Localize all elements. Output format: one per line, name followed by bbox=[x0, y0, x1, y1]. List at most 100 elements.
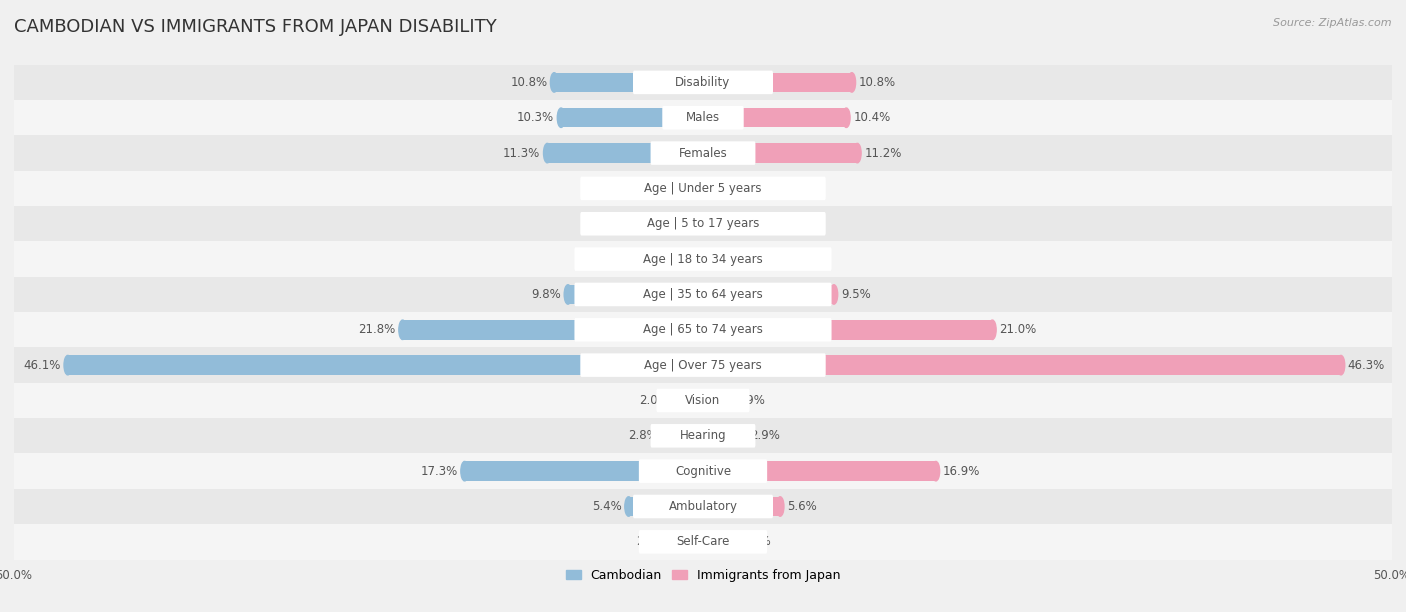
FancyBboxPatch shape bbox=[575, 283, 831, 306]
Bar bbox=[568, 285, 703, 304]
Text: Males: Males bbox=[686, 111, 720, 124]
Circle shape bbox=[848, 73, 856, 92]
Circle shape bbox=[842, 108, 851, 127]
Circle shape bbox=[626, 214, 634, 234]
Bar bbox=[703, 73, 852, 92]
Bar bbox=[703, 356, 1341, 375]
Text: Hearing: Hearing bbox=[679, 429, 727, 442]
Text: Age | 35 to 64 years: Age | 35 to 64 years bbox=[643, 288, 763, 301]
Text: 17.3%: 17.3% bbox=[420, 465, 458, 477]
Text: 5.4%: 5.4% bbox=[592, 500, 621, 513]
Circle shape bbox=[853, 143, 860, 163]
Circle shape bbox=[740, 426, 747, 446]
FancyBboxPatch shape bbox=[575, 247, 831, 271]
Bar bbox=[703, 320, 993, 340]
Circle shape bbox=[1337, 356, 1344, 375]
FancyBboxPatch shape bbox=[651, 141, 755, 165]
Bar bbox=[672, 532, 703, 551]
Text: 10.4%: 10.4% bbox=[853, 111, 890, 124]
Text: 10.8%: 10.8% bbox=[859, 76, 896, 89]
FancyBboxPatch shape bbox=[638, 460, 768, 483]
Text: 11.3%: 11.3% bbox=[503, 147, 540, 160]
Bar bbox=[703, 426, 742, 446]
Bar bbox=[675, 390, 703, 410]
Text: 2.8%: 2.8% bbox=[628, 429, 658, 442]
FancyBboxPatch shape bbox=[662, 106, 744, 130]
Text: Vision: Vision bbox=[685, 394, 721, 407]
Text: Age | 5 to 17 years: Age | 5 to 17 years bbox=[647, 217, 759, 230]
Bar bbox=[547, 143, 703, 163]
Text: 46.3%: 46.3% bbox=[1348, 359, 1385, 371]
Bar bbox=[561, 108, 703, 127]
Circle shape bbox=[776, 497, 785, 516]
Circle shape bbox=[714, 179, 721, 198]
Text: Age | 65 to 74 years: Age | 65 to 74 years bbox=[643, 323, 763, 336]
Text: 2.0%: 2.0% bbox=[638, 394, 669, 407]
Text: 11.2%: 11.2% bbox=[865, 147, 901, 160]
Bar bbox=[703, 461, 936, 481]
Bar bbox=[703, 179, 718, 198]
Circle shape bbox=[672, 390, 679, 410]
Bar bbox=[14, 100, 1392, 135]
Circle shape bbox=[564, 285, 572, 304]
Text: 1.9%: 1.9% bbox=[737, 394, 766, 407]
Circle shape bbox=[725, 390, 733, 410]
Text: Age | Under 5 years: Age | Under 5 years bbox=[644, 182, 762, 195]
Circle shape bbox=[683, 179, 690, 198]
Bar bbox=[14, 418, 1392, 453]
Bar bbox=[14, 453, 1392, 489]
Text: Self-Care: Self-Care bbox=[676, 536, 730, 548]
Bar bbox=[14, 348, 1392, 382]
Text: 2.2%: 2.2% bbox=[636, 536, 666, 548]
Text: 16.9%: 16.9% bbox=[943, 465, 980, 477]
Text: 4.9%: 4.9% bbox=[778, 217, 807, 230]
Bar bbox=[67, 356, 703, 375]
Text: 10.8%: 10.8% bbox=[510, 76, 547, 89]
Circle shape bbox=[461, 461, 468, 481]
Text: 9.5%: 9.5% bbox=[841, 288, 870, 301]
Bar bbox=[14, 65, 1392, 100]
Circle shape bbox=[65, 356, 72, 375]
Text: 1.2%: 1.2% bbox=[650, 182, 679, 195]
Bar bbox=[402, 320, 703, 340]
FancyBboxPatch shape bbox=[581, 212, 825, 236]
Text: 21.8%: 21.8% bbox=[359, 323, 395, 336]
Text: 10.3%: 10.3% bbox=[517, 111, 554, 124]
Text: 2.9%: 2.9% bbox=[749, 429, 780, 442]
Bar bbox=[14, 242, 1392, 277]
Circle shape bbox=[669, 532, 676, 551]
Bar bbox=[703, 285, 834, 304]
Circle shape bbox=[988, 320, 995, 340]
Bar bbox=[14, 524, 1392, 559]
Circle shape bbox=[550, 73, 558, 92]
FancyBboxPatch shape bbox=[657, 389, 749, 412]
Text: Age | Over 75 years: Age | Over 75 years bbox=[644, 359, 762, 371]
Bar bbox=[554, 73, 703, 92]
FancyBboxPatch shape bbox=[638, 530, 768, 554]
Legend: Cambodian, Immigrants from Japan: Cambodian, Immigrants from Japan bbox=[561, 564, 845, 587]
FancyBboxPatch shape bbox=[633, 70, 773, 94]
Bar bbox=[14, 171, 1392, 206]
Bar bbox=[14, 382, 1392, 418]
Bar bbox=[703, 390, 730, 410]
Circle shape bbox=[766, 214, 775, 234]
Text: Females: Females bbox=[679, 147, 727, 160]
FancyBboxPatch shape bbox=[651, 424, 755, 447]
Circle shape bbox=[731, 532, 738, 551]
Bar bbox=[665, 426, 703, 446]
Bar bbox=[703, 214, 770, 234]
FancyBboxPatch shape bbox=[581, 177, 825, 200]
Text: 6.0%: 6.0% bbox=[793, 253, 823, 266]
Circle shape bbox=[614, 249, 621, 269]
Circle shape bbox=[661, 426, 668, 446]
Bar bbox=[703, 143, 858, 163]
Text: 2.3%: 2.3% bbox=[741, 536, 772, 548]
Text: Source: ZipAtlas.com: Source: ZipAtlas.com bbox=[1274, 18, 1392, 28]
Circle shape bbox=[830, 285, 838, 304]
Text: 5.3%: 5.3% bbox=[593, 217, 623, 230]
Bar bbox=[14, 206, 1392, 242]
Circle shape bbox=[932, 461, 939, 481]
Text: Disability: Disability bbox=[675, 76, 731, 89]
Circle shape bbox=[624, 497, 633, 516]
Text: CAMBODIAN VS IMMIGRANTS FROM JAPAN DISABILITY: CAMBODIAN VS IMMIGRANTS FROM JAPAN DISAB… bbox=[14, 18, 496, 36]
